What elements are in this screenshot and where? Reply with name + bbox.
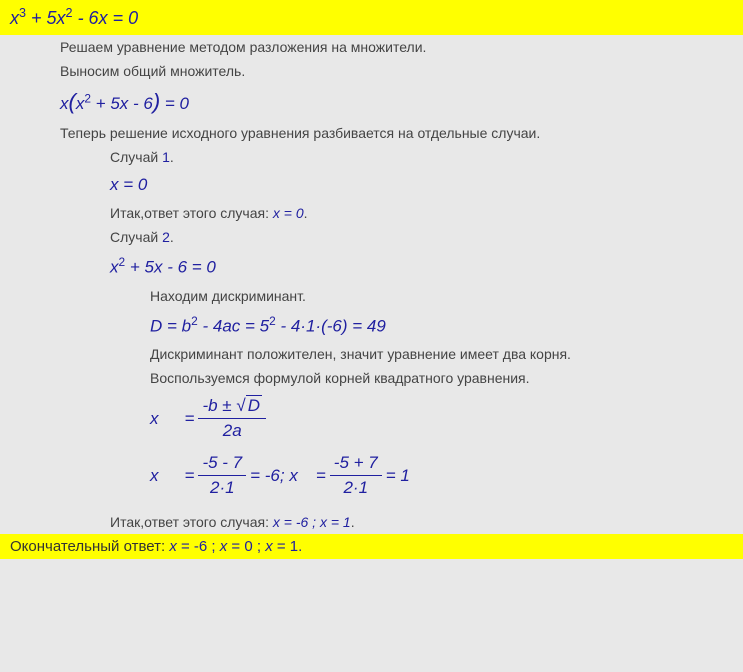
formula-frac: -b ± D 2a: [198, 396, 266, 441]
case2-answer-label: Итак,ответ этого случая:: [110, 514, 273, 530]
final-label: Окончательный ответ:: [10, 538, 169, 555]
final-answer-band: Окончательный ответ: x = -6 ; x = 0 ; x …: [0, 534, 743, 559]
root2-val: = 1: [386, 466, 410, 486]
disc-text2: Воспользуемся формулой корней квадратног…: [0, 366, 743, 390]
case1-math: x = 0: [0, 169, 743, 201]
disc-math: D = b2 - 4ac = 52 - 4·1·(-6) = 49: [0, 308, 743, 343]
step1-text2: Выносим общий множитель.: [0, 59, 743, 83]
header-eq-text: x3 + 5x2 - 6x = 0: [10, 8, 138, 28]
case1-answer-math: x = 0: [273, 205, 304, 221]
roots-computed: x = -5 - 7 2·1 = -6; x = -5 + 7 2·1 = 1: [0, 447, 743, 504]
case2-label: Случай 2.: [0, 225, 743, 249]
formula-eq: =: [185, 409, 195, 429]
case2-answer: Итак,ответ этого случая: x = -6 ; x = 1.: [0, 504, 743, 534]
final-math: x = -6 ; x = 0 ; x = 1: [169, 538, 298, 555]
header-equation: x3 + 5x2 - 6x = 0: [0, 0, 743, 35]
step1-factored: x(x2 + 5x - 6) = 0: [0, 83, 743, 121]
case1-label: Случай 1.: [0, 145, 743, 169]
case1-answer-label: Итак,ответ этого случая:: [110, 205, 273, 221]
disc-text1: Дискриминант положителен, значит уравнен…: [0, 342, 743, 366]
step1-text3: Теперь решение исходного уравнения разби…: [0, 121, 743, 145]
case2-math: x2 + 5x - 6 = 0: [0, 249, 743, 284]
formula-den: 2a: [198, 419, 266, 441]
formula-num: -b ± D: [198, 396, 266, 419]
case1-answer: Итак,ответ этого случая: x = 0.: [0, 201, 743, 225]
root1-frac: -5 - 7 2·1: [198, 453, 246, 498]
root1-den: 2·1: [198, 476, 246, 498]
roots-lhs: x: [150, 466, 159, 486]
root1-num: -5 - 7: [198, 453, 246, 476]
disc-label: Находим дискриминант.: [0, 284, 743, 308]
root2-frac: -5 + 7 2·1: [330, 453, 382, 498]
formula-lhs: x: [150, 409, 159, 429]
root2-num: -5 + 7: [330, 453, 382, 476]
solution-body: Решаем уравнение методом разложения на м…: [0, 35, 743, 534]
root-formula: x = -b ± D 2a: [0, 390, 743, 447]
root1-val: = -6; x: [250, 466, 298, 486]
step1-text1: Решаем уравнение методом разложения на м…: [0, 35, 743, 59]
case2-answer-math: x = -6 ; x = 1: [273, 514, 351, 530]
root2-den: 2·1: [330, 476, 382, 498]
